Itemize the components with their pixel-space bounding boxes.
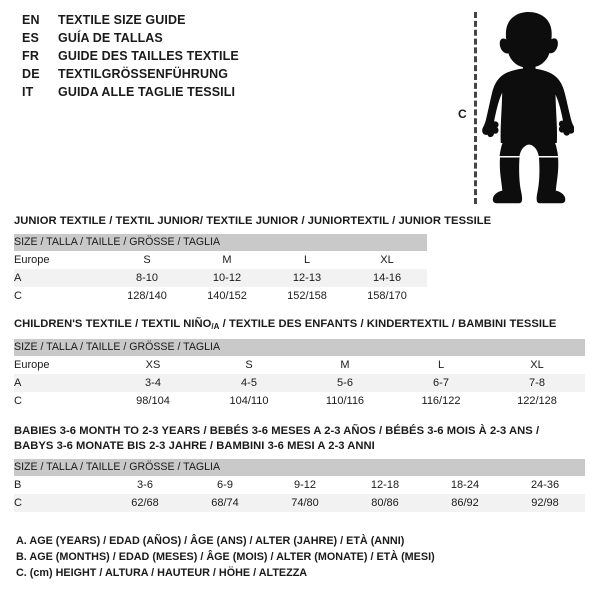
language-row-en: EN TEXTILE SIZE GUIDE <box>22 13 422 31</box>
junior-section-title: JUNIOR TEXTILE / TEXTIL JUNIOR/ TEXTILE … <box>14 215 492 227</box>
children-row-a-cell-3: 6-7 <box>393 374 489 392</box>
babies-row-b-cell-0: 3-6 <box>105 476 185 494</box>
babies-row-c-label: C <box>14 494 105 512</box>
children-row-c-label: C <box>14 392 105 410</box>
children-size-table: SIZE / TALLA / TAILLE / GRÖSSE / TAGLIA … <box>14 339 586 410</box>
toddler-silhouette-icon <box>482 12 574 204</box>
babies-row-c-cell-3: 80/86 <box>345 494 425 512</box>
children-title-subscript: /A <box>211 322 220 331</box>
children-row-europe-cell-1: S <box>201 356 297 374</box>
language-code-it: IT <box>22 85 34 99</box>
language-title-es: GUÍA DE TALLAS <box>58 31 163 45</box>
babies-row-b-cell-1: 6-9 <box>185 476 265 494</box>
junior-row-a-cell-0: 8-10 <box>107 269 187 287</box>
table-row: A 8-10 10-12 12-13 14-16 <box>14 269 428 287</box>
language-code-en: EN <box>22 13 40 27</box>
table-row: Europe S M L XL <box>14 251 428 269</box>
junior-row-a-cell-3: 14-16 <box>347 269 428 287</box>
table-row: B 3-6 6-9 9-12 12-18 18-24 24-36 <box>14 476 586 494</box>
table-row: C 128/140 140/152 152/158 158/170 <box>14 287 428 305</box>
table-row: A 3-4 4-5 5-6 6-7 7-8 <box>14 374 586 392</box>
children-row-europe-cell-4: XL <box>489 356 586 374</box>
junior-row-europe-cell-2: L <box>267 251 347 269</box>
babies-row-b-label: B <box>14 476 105 494</box>
section-childrens-textile: CHILDREN'S TEXTILE / TEXTIL NIÑO/A / TEX… <box>14 317 586 410</box>
babies-row-c-cell-0: 62/68 <box>105 494 185 512</box>
children-row-c-cell-3: 116/122 <box>393 392 489 410</box>
babies-row-b-cell-3: 12-18 <box>345 476 425 494</box>
junior-row-europe-label: Europe <box>14 251 107 269</box>
babies-row-b-cell-5: 24-36 <box>505 476 586 494</box>
children-row-a-cell-1: 4-5 <box>201 374 297 392</box>
babies-row-b-cell-4: 18-24 <box>425 476 505 494</box>
children-row-europe-cell-3: L <box>393 356 489 374</box>
language-code-de: DE <box>22 67 40 81</box>
junior-row-europe-cell-1: M <box>187 251 267 269</box>
children-section-title: CHILDREN'S TEXTILE / TEXTIL NIÑO/A / TEX… <box>14 317 585 334</box>
language-row-fr: FR GUIDE DES TAILLES TEXTILE <box>22 49 422 67</box>
junior-row-a-cell-2: 12-13 <box>267 269 347 287</box>
size-figure-illustration: C <box>440 0 600 215</box>
babies-section-title-line2: BABYS 3-6 MONATE BIS 2-3 JAHRE / BAMBINI… <box>14 440 375 452</box>
section-junior-textile: JUNIOR TEXTILE / TEXTIL JUNIOR/ TEXTILE … <box>14 214 491 305</box>
junior-row-a-label: A <box>14 269 107 287</box>
babies-section-title-line1: BABIES 3-6 MONTH TO 2-3 YEARS / BEBÉS 3-… <box>14 425 540 437</box>
children-row-a-cell-2: 5-6 <box>297 374 393 392</box>
language-row-de: DE TEXTILGRÖSSENFÜHRUNG <box>22 67 422 85</box>
children-row-europe-cell-0: XS <box>105 356 201 374</box>
language-title-fr: GUIDE DES TAILLES TEXTILE <box>58 49 239 63</box>
babies-row-b-cell-2: 9-12 <box>265 476 345 494</box>
junior-band-label: SIZE / TALLA / TAILLE / GRÖSSE / TAGLIA <box>14 234 428 251</box>
language-title-it: GUIDA ALLE TAGLIE TESSILI <box>58 85 236 99</box>
babies-row-c-cell-1: 68/74 <box>185 494 265 512</box>
legend-line-b: B. AGE (MONTHS) / EDAD (MESES) / ÂGE (MO… <box>16 551 435 563</box>
height-measure-label: C <box>458 107 467 121</box>
language-title-en: TEXTILE SIZE GUIDE <box>58 13 186 27</box>
table-row: C 62/68 68/74 74/80 80/86 86/92 92/98 <box>14 494 586 512</box>
children-row-europe-label: Europe <box>14 356 105 374</box>
babies-table-band-row: SIZE / TALLA / TAILLE / GRÖSSE / TAGLIA <box>14 459 586 476</box>
babies-band-label: SIZE / TALLA / TAILLE / GRÖSSE / TAGLIA <box>14 459 586 476</box>
junior-size-table: SIZE / TALLA / TAILLE / GRÖSSE / TAGLIA … <box>14 234 428 305</box>
language-row-it: IT GUIDA ALLE TAGLIE TESSILI <box>22 85 422 103</box>
junior-row-europe-cell-3: XL <box>347 251 428 269</box>
babies-size-table: SIZE / TALLA / TAILLE / GRÖSSE / TAGLIA … <box>14 459 586 512</box>
children-row-c-cell-1: 104/110 <box>201 392 297 410</box>
children-row-c-cell-2: 110/116 <box>297 392 393 410</box>
junior-row-a-cell-1: 10-12 <box>187 269 267 287</box>
children-row-a-cell-4: 7-8 <box>489 374 586 392</box>
children-row-c-cell-4: 122/128 <box>489 392 586 410</box>
children-row-a-cell-0: 3-4 <box>105 374 201 392</box>
children-table-band-row: SIZE / TALLA / TAILLE / GRÖSSE / TAGLIA <box>14 339 586 356</box>
legend-line-c: C. (cm) HEIGHT / ALTURA / HAUTEUR / HÖHE… <box>16 567 308 579</box>
section-babies-textile: BABIES 3-6 MONTH TO 2-3 YEARS / BEBÉS 3-… <box>14 424 586 512</box>
table-row: Europe XS S M L XL <box>14 356 586 374</box>
language-code-fr: FR <box>22 49 40 63</box>
babies-row-c-cell-2: 74/80 <box>265 494 345 512</box>
measurement-legend: A. AGE (YEARS) / EDAD (AÑOS) / ÂGE (ANS)… <box>16 533 536 581</box>
language-code-es: ES <box>22 31 40 45</box>
children-row-europe-cell-2: M <box>297 356 393 374</box>
language-title-block: EN TEXTILE SIZE GUIDE ES GUÍA DE TALLAS … <box>22 13 422 103</box>
children-row-c-cell-0: 98/104 <box>105 392 201 410</box>
children-title-post: / TEXTILE DES ENFANTS / KINDERTEXTIL / B… <box>219 318 557 330</box>
language-title-de: TEXTILGRÖSSENFÜHRUNG <box>58 67 229 81</box>
junior-row-europe-cell-0: S <box>107 251 187 269</box>
language-row-es: ES GUÍA DE TALLAS <box>22 31 422 49</box>
table-row: C 98/104 104/110 110/116 116/122 122/128 <box>14 392 586 410</box>
junior-row-c-cell-2: 152/158 <box>267 287 347 305</box>
children-row-a-label: A <box>14 374 105 392</box>
height-measure-dashed-line <box>474 12 477 204</box>
babies-row-c-cell-5: 92/98 <box>505 494 586 512</box>
junior-table-band-row: SIZE / TALLA / TAILLE / GRÖSSE / TAGLIA <box>14 234 428 251</box>
junior-row-c-cell-0: 128/140 <box>107 287 187 305</box>
legend-line-a: A. AGE (YEARS) / EDAD (AÑOS) / ÂGE (ANS)… <box>16 535 405 547</box>
children-band-label: SIZE / TALLA / TAILLE / GRÖSSE / TAGLIA <box>14 339 586 356</box>
junior-row-c-cell-3: 158/170 <box>347 287 428 305</box>
babies-row-c-cell-4: 86/92 <box>425 494 505 512</box>
junior-row-c-label: C <box>14 287 107 305</box>
children-title-pre: CHILDREN'S TEXTILE / TEXTIL NIÑO <box>14 318 212 330</box>
junior-row-c-cell-1: 140/152 <box>187 287 267 305</box>
